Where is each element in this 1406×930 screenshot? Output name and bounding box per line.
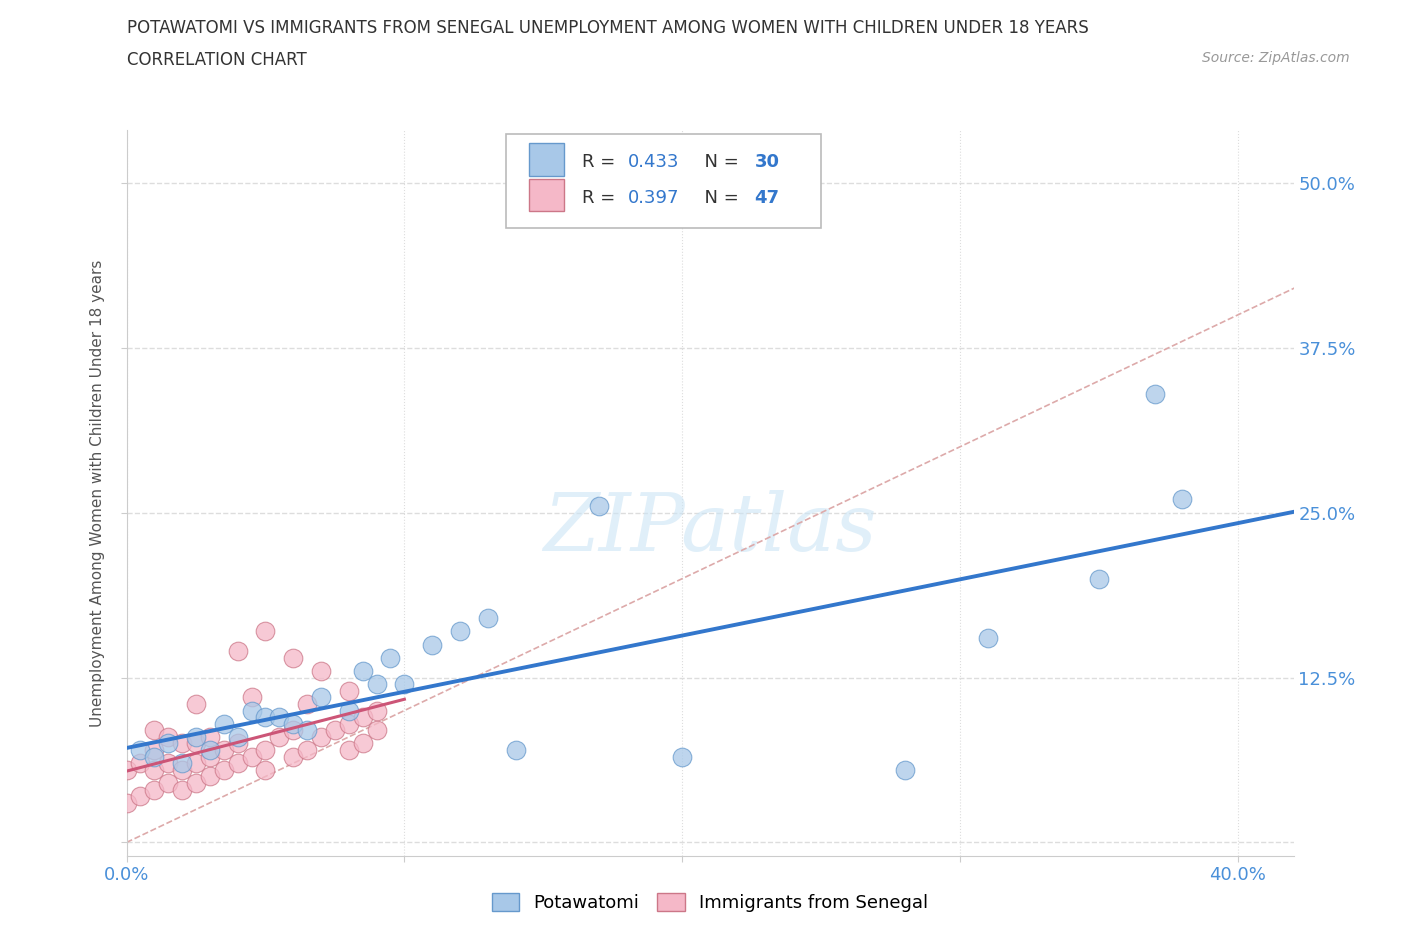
Point [143, 763, 166, 777]
Point [184, 756, 207, 771]
Point [198, 750, 221, 764]
Text: N =: N = [693, 189, 744, 206]
Point [309, 663, 332, 678]
Point [283, 750, 305, 764]
FancyBboxPatch shape [529, 143, 564, 176]
Point [157, 736, 180, 751]
Point [198, 729, 221, 744]
Point [115, 795, 138, 810]
Point [505, 743, 527, 758]
Text: ZIPatlas: ZIPatlas [543, 490, 877, 568]
Point [309, 690, 332, 705]
Point [212, 763, 235, 777]
Point [269, 729, 291, 744]
Text: 47: 47 [755, 189, 779, 206]
Point [212, 743, 235, 758]
Point [295, 723, 318, 737]
Point [240, 690, 263, 705]
Text: 30: 30 [755, 153, 779, 171]
Point [226, 736, 249, 751]
Point [352, 736, 374, 751]
Text: R =: R = [582, 153, 620, 171]
Text: R =: R = [582, 189, 620, 206]
Point [240, 703, 263, 718]
Point [143, 723, 166, 737]
Point [184, 729, 207, 744]
Point [283, 650, 305, 665]
Point [157, 776, 180, 790]
Point [1143, 387, 1166, 402]
Point [352, 710, 374, 724]
Text: 0.397: 0.397 [628, 189, 681, 206]
Point [323, 723, 346, 737]
Point [172, 763, 194, 777]
Point [366, 703, 388, 718]
Point [254, 624, 277, 639]
Point [157, 729, 180, 744]
Y-axis label: Unemployment Among Women with Children Under 18 years: Unemployment Among Women with Children U… [90, 259, 105, 726]
Point [420, 637, 443, 652]
Point [366, 723, 388, 737]
Point [309, 729, 332, 744]
Point [366, 677, 388, 692]
Point [337, 684, 360, 698]
Point [337, 743, 360, 758]
Text: 0.433: 0.433 [628, 153, 681, 171]
Point [143, 743, 166, 758]
Text: Source: ZipAtlas.com: Source: ZipAtlas.com [1202, 51, 1350, 65]
Point [254, 710, 277, 724]
Point [283, 723, 305, 737]
Point [115, 763, 138, 777]
Point [893, 763, 915, 777]
Point [143, 782, 166, 797]
FancyBboxPatch shape [529, 179, 564, 211]
Point [226, 644, 249, 658]
Point [254, 763, 277, 777]
Point [184, 697, 207, 711]
Text: CORRELATION CHART: CORRELATION CHART [127, 51, 307, 69]
Point [352, 663, 374, 678]
Point [295, 697, 318, 711]
Point [269, 710, 291, 724]
Point [129, 743, 152, 758]
Legend: Potawatomi, Immigrants from Senegal: Potawatomi, Immigrants from Senegal [485, 885, 935, 919]
Point [477, 611, 499, 626]
Point [172, 756, 194, 771]
Point [172, 736, 194, 751]
Point [254, 743, 277, 758]
Point [240, 750, 263, 764]
Point [172, 782, 194, 797]
FancyBboxPatch shape [506, 134, 821, 228]
Point [184, 776, 207, 790]
Point [295, 743, 318, 758]
Point [449, 624, 471, 639]
Point [394, 677, 416, 692]
Point [198, 743, 221, 758]
Point [283, 716, 305, 731]
Point [671, 750, 693, 764]
Point [337, 716, 360, 731]
Text: N =: N = [693, 153, 744, 171]
Point [588, 498, 610, 513]
Point [157, 756, 180, 771]
Point [143, 750, 166, 764]
Point [184, 736, 207, 751]
Point [226, 729, 249, 744]
Point [1088, 571, 1111, 586]
Point [212, 716, 235, 731]
Point [226, 756, 249, 771]
Point [977, 631, 1000, 645]
Point [129, 789, 152, 804]
Point [337, 703, 360, 718]
Text: POTAWATOMI VS IMMIGRANTS FROM SENEGAL UNEMPLOYMENT AMONG WOMEN WITH CHILDREN UND: POTAWATOMI VS IMMIGRANTS FROM SENEGAL UN… [127, 19, 1088, 36]
Point [1171, 492, 1194, 507]
Point [198, 769, 221, 784]
Point [380, 650, 402, 665]
Point [129, 756, 152, 771]
